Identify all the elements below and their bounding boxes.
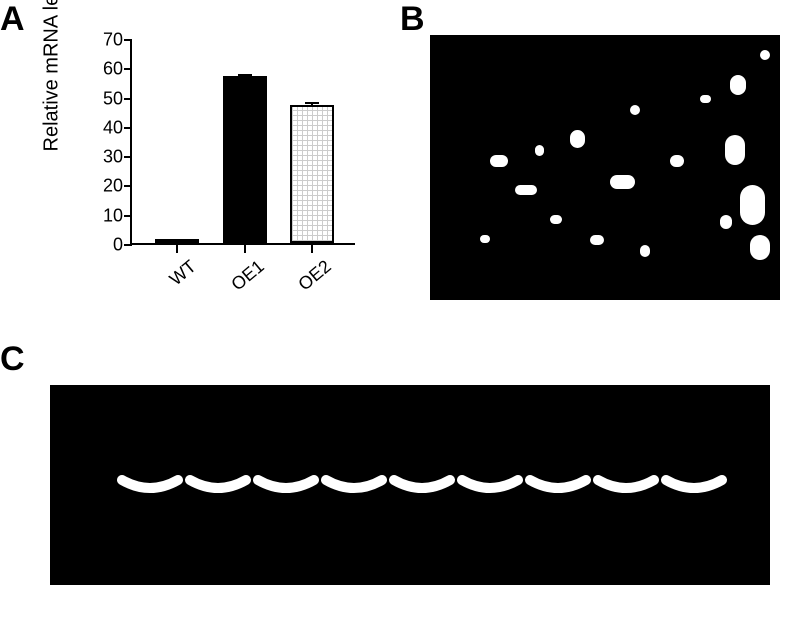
x-tick — [311, 245, 313, 253]
white-patch — [640, 245, 650, 257]
white-patch — [535, 145, 544, 156]
x-tick-label-OE1: OE1 — [218, 256, 268, 303]
white-patch — [630, 105, 640, 115]
gel-image — [50, 385, 770, 585]
y-tick-label: 70 — [103, 30, 123, 51]
y-tick — [124, 39, 132, 41]
y-tick — [124, 215, 132, 217]
white-patch — [570, 130, 585, 148]
gel-band-3 — [258, 480, 314, 488]
x-tick-label-OE2: OE2 — [285, 256, 335, 303]
y-tick — [124, 185, 132, 187]
gel-band-6 — [462, 480, 518, 488]
white-patch — [720, 215, 732, 229]
gel-band-1 — [122, 480, 178, 488]
white-patch — [725, 135, 745, 165]
y-tick — [124, 98, 132, 100]
y-tick-label: 50 — [103, 88, 123, 109]
panel-label-c: C — [0, 340, 25, 379]
x-tick — [244, 245, 246, 253]
error-cap — [305, 102, 319, 104]
panel-label-b: B — [400, 0, 425, 39]
error-cap — [170, 240, 184, 242]
bar-chart: Relative mRNA level 010203040506070WTOE1… — [60, 35, 370, 295]
plot-box: 010203040506070WTOE1OE2 — [130, 40, 355, 245]
y-tick-label: 0 — [113, 235, 123, 256]
gel-band-8 — [598, 480, 654, 488]
y-tick — [124, 127, 132, 129]
white-patch — [740, 185, 765, 225]
y-tick — [124, 68, 132, 70]
y-tick — [124, 156, 132, 158]
y-tick-label: 10 — [103, 205, 123, 226]
white-patch — [515, 185, 537, 195]
panel-label-a: A — [0, 0, 25, 39]
error-cap — [238, 74, 252, 76]
white-patch — [670, 155, 684, 167]
white-patch — [700, 95, 711, 103]
panel-b-image — [430, 35, 780, 300]
x-tick-label-WT: WT — [150, 256, 200, 303]
gel-band-9 — [666, 480, 722, 488]
white-patch — [750, 235, 770, 260]
white-patch — [610, 175, 635, 189]
white-patch — [760, 50, 770, 60]
y-tick-label: 40 — [103, 117, 123, 138]
y-tick-label: 30 — [103, 147, 123, 168]
white-patch — [550, 215, 562, 224]
bar-OE1 — [223, 76, 267, 243]
y-tick — [124, 244, 132, 246]
bar-OE2 — [290, 105, 334, 243]
white-patch — [490, 155, 508, 167]
y-tick-label: 60 — [103, 59, 123, 80]
gel-band-4 — [326, 480, 382, 488]
y-axis-label: Relative mRNA level — [41, 0, 64, 152]
gel-band-5 — [394, 480, 450, 488]
white-patch — [730, 75, 746, 95]
y-tick-label: 20 — [103, 176, 123, 197]
gel-band-2 — [190, 480, 246, 488]
white-patch — [590, 235, 604, 245]
gel-svg — [50, 385, 770, 585]
x-tick — [176, 245, 178, 253]
white-patch — [480, 235, 490, 243]
gel-band-7 — [530, 480, 586, 488]
